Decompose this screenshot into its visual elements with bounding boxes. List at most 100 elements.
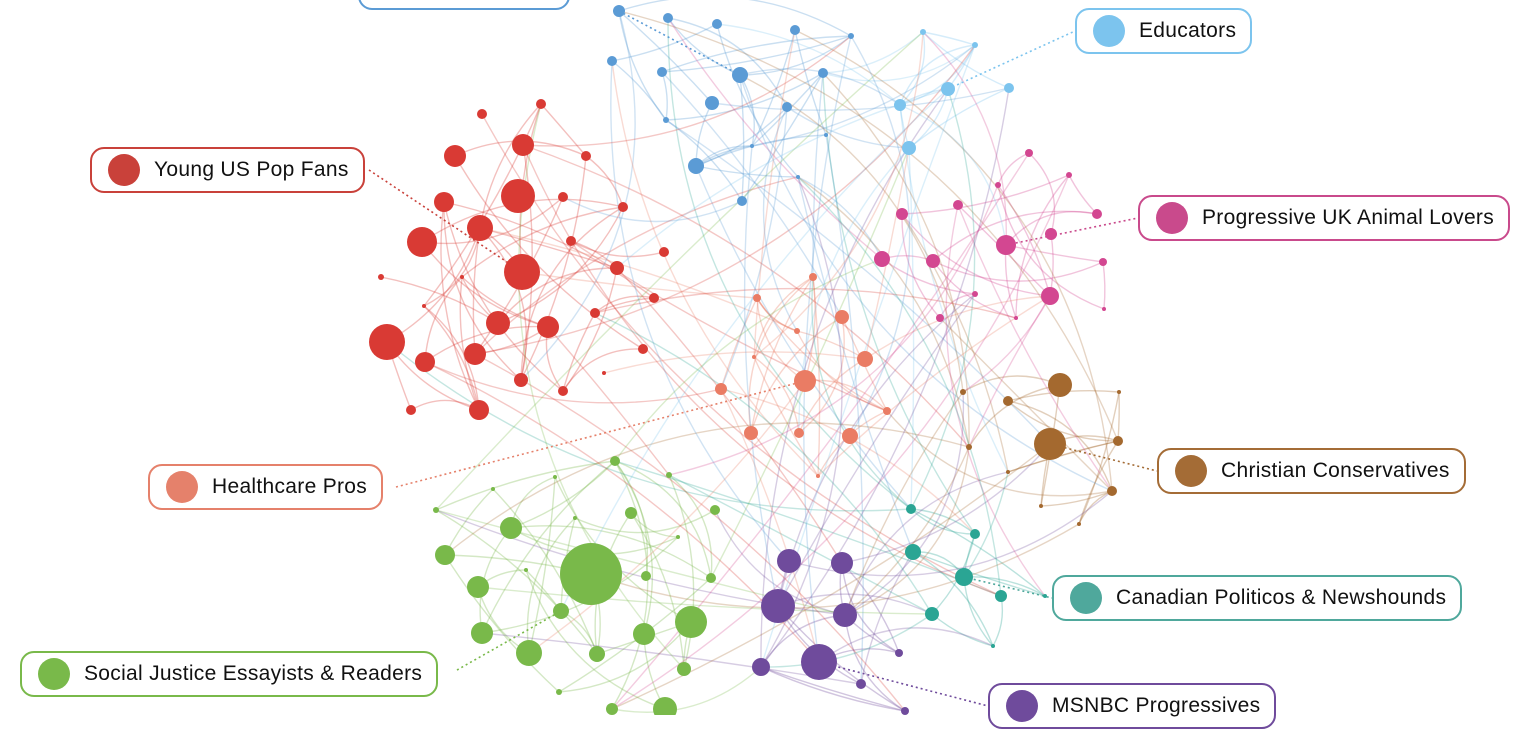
graph-edge [945,204,1046,597]
graph-node [471,622,493,644]
graph-node [712,19,722,29]
graph-edge [797,176,1002,597]
graph-edge [443,201,564,392]
graph-edge [668,184,999,476]
graph-edge [497,206,624,324]
graph-edge [910,508,1046,597]
graph-edge [753,29,796,358]
graph-edge [423,305,480,411]
graph-edge [762,106,798,332]
cluster-label-young-us-pop-fans[interactable]: Young US Pop Fans [90,147,365,193]
graph-edge [811,276,912,510]
graph-node [422,304,426,308]
graph-edge [818,627,994,663]
graph-edge [522,144,970,448]
graph-edge [817,295,1051,477]
cluster-label-social-justice[interactable]: Social Justice Essayists & Readers [20,651,439,697]
cluster-label-healthcare-pros[interactable]: Healthcare Pros [148,464,384,510]
graph-edge [908,87,1010,149]
graph-node [641,571,651,581]
graph-edge [618,10,667,121]
graph-node [558,386,568,396]
graph-node [536,99,546,109]
leader-line [368,169,523,273]
graph-edge [1040,490,1113,507]
graph-edge [716,23,799,178]
graph-node [710,505,720,515]
graph-edge [661,71,668,121]
graph-node [556,689,562,695]
graph-edge [1068,174,1098,215]
graph-edge [423,305,480,411]
graph-edge [753,276,814,358]
graph-edge [797,176,883,260]
graph-node [500,517,522,539]
graph-edge [710,147,910,579]
cluster-label-blue[interactable] [358,0,570,10]
graph-edge [443,201,522,381]
graph-edge [386,341,912,512]
graph-edge [695,165,912,510]
graph-node [856,679,866,689]
graph-node [369,324,405,360]
healthcare-pros-color-dot [166,471,198,503]
graph-edge [860,551,914,685]
graph-edge [528,380,806,654]
graph-edge [932,260,1017,319]
graph-edge [1102,261,1106,310]
graph-edge [932,210,1098,262]
graph-edge [611,460,649,710]
leader-line [395,380,806,488]
cluster-label-progressive-uk-animal-lovers[interactable]: Progressive UK Animal Lovers [1138,195,1511,241]
graph-node [433,507,439,513]
graph-edge [510,525,712,579]
christian-conservatives-color-dot [1175,455,1207,487]
graph-edge [479,227,798,332]
graph-edge [720,297,758,390]
graph-edge [560,88,949,612]
graph-node [1092,209,1102,219]
graph-edge [901,213,941,319]
graph-node [777,549,801,573]
graph-node [835,310,849,324]
graph-edge [665,119,743,202]
graph-edge [844,391,965,616]
graph-edge [841,562,900,654]
graph-edge [798,316,845,434]
graph-node [1107,486,1117,496]
graph-edge [667,17,883,260]
graph-edge [714,509,846,616]
graph-node [925,607,939,621]
graph-edge [899,104,1009,473]
graph-edge [562,348,644,392]
graph-edge [474,44,976,355]
graph-edge [963,471,1009,578]
graph-node [663,117,669,123]
graph-edge [661,35,852,73]
graph-node [833,603,857,627]
graph-node [467,215,493,241]
graph-node [1014,316,1018,320]
graph-edge [739,74,745,202]
cluster-label-msnbc-progressives[interactable]: MSNBC Progressives [988,683,1277,729]
graph-edge [695,106,788,167]
graph-edge [899,44,976,106]
graph-edge [886,410,1113,497]
graph-edge [794,29,1113,492]
graph-node [824,133,828,137]
graph-edge [822,72,970,448]
leader-line [818,661,989,707]
graph-edge [435,509,598,655]
cluster-label-canadian-politicos[interactable]: Canadian Politicos & Newshounds [1052,575,1463,621]
graph-edge [521,271,758,299]
cluster-label-educators[interactable]: Educators [1075,8,1253,54]
graph-node [486,311,510,335]
cluster-label-christian-conservatives[interactable]: Christian Conservatives [1157,448,1466,494]
graph-edge [424,325,549,363]
graph-node [953,200,963,210]
graph-edge [760,88,949,668]
graph-edge [992,595,1004,647]
graph-edge [611,174,1070,710]
graph-edge [1028,152,1056,235]
graph-node [666,472,672,478]
